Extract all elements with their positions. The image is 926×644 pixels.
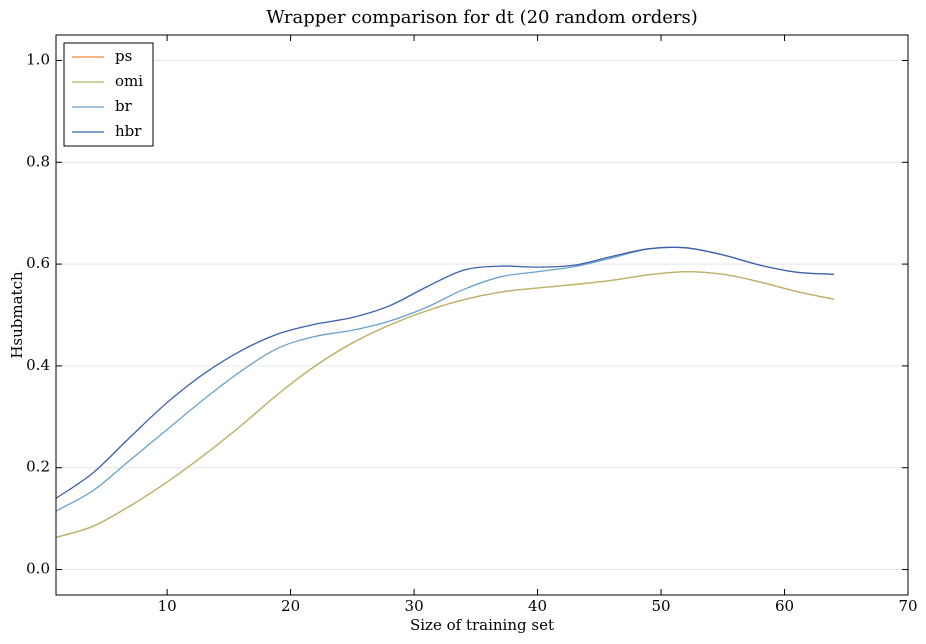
y-tick-label: 0.6 <box>26 254 50 272</box>
y-tick-label: 1.0 <box>26 50 50 68</box>
x-tick-label: 30 <box>405 597 424 615</box>
series-line <box>55 246 834 512</box>
x-tick-label: 70 <box>898 597 917 615</box>
y-tick-label: 0.0 <box>26 560 50 578</box>
legend-label: ps <box>115 47 132 65</box>
y-tick-label: 0.2 <box>26 458 50 476</box>
x-axis-label: Size of training set <box>410 616 554 634</box>
series-line <box>55 271 835 539</box>
x-tick-label: 40 <box>528 597 547 615</box>
y-axis-label: Hsubmatch <box>8 271 26 359</box>
series-line <box>55 271 835 539</box>
legend-label: omi <box>115 72 143 90</box>
legend-label: br <box>115 97 133 115</box>
chart-title: Wrapper comparison for dt (20 random ord… <box>266 7 698 28</box>
series-line <box>55 246 834 499</box>
y-tick-label: 0.8 <box>26 152 50 170</box>
x-tick-label: 50 <box>651 597 670 615</box>
plot-frame <box>55 34 909 596</box>
x-tick-label: 20 <box>281 597 300 615</box>
legend-box <box>63 42 154 147</box>
x-tick-label: 60 <box>775 597 794 615</box>
x-tick-label: 10 <box>158 597 177 615</box>
y-tick-label: 0.4 <box>26 356 50 374</box>
legend-label: hbr <box>115 122 142 140</box>
